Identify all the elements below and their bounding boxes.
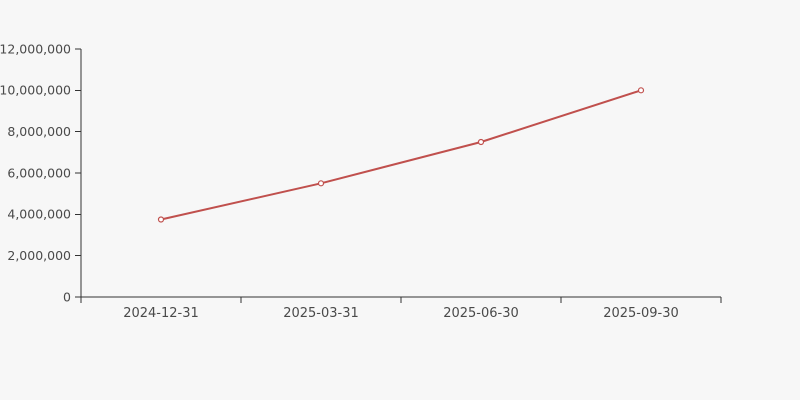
data-point-marker — [477, 138, 485, 146]
x-axis-tick-label: 2025-09-30 — [603, 306, 679, 321]
series-line — [160, 89, 642, 221]
data-point-marker — [637, 87, 645, 94]
y-axis-tick-label: 0 — [63, 289, 71, 304]
data-point-marker — [317, 180, 325, 187]
y-axis-tick-label: 8,000,000 — [7, 124, 71, 139]
x-axis-tick-label: 2025-03-31 — [283, 306, 359, 321]
x-axis-tick-label: 2025-06-30 — [443, 306, 519, 321]
y-axis-tick-label: 4,000,000 — [7, 207, 71, 222]
y-axis-tick-label: 2,000,000 — [7, 248, 71, 263]
y-axis-tick-label: 12,000,000 — [0, 41, 71, 56]
y-axis-tick-label: 10,000,000 — [0, 83, 71, 98]
y-axis-tick-label: 6,000,000 — [7, 165, 71, 180]
data-point-marker — [157, 216, 165, 223]
x-axis-tick-label: 2024-12-31 — [123, 306, 199, 321]
